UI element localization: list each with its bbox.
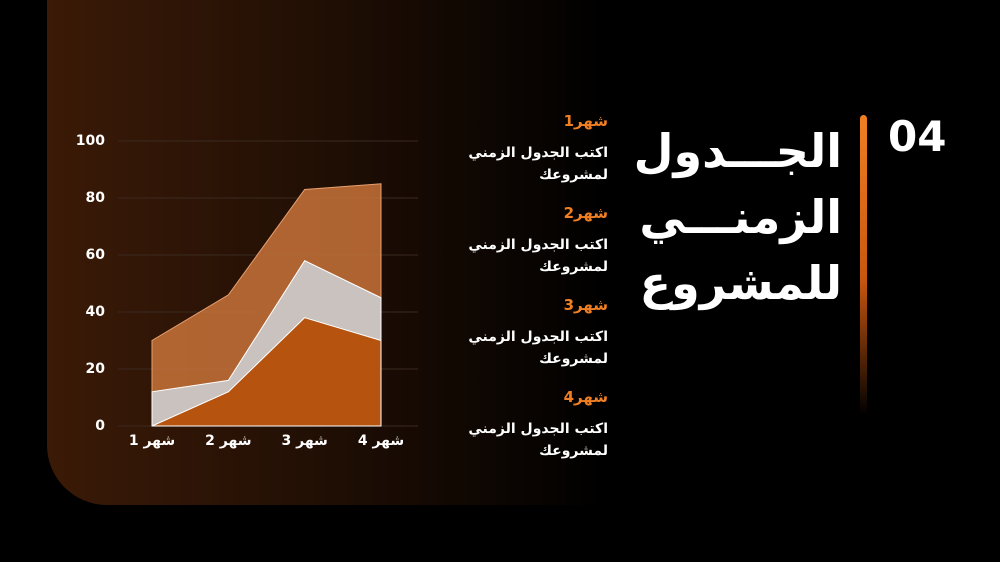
- y-tick-label: 80: [86, 190, 106, 206]
- slide-number: 04: [888, 112, 947, 161]
- item-text: اكتب الجدول الزمني لمشروعك: [468, 237, 608, 275]
- y-tick-label: 40: [86, 304, 106, 320]
- y-tick-label: 60: [86, 247, 106, 263]
- slide-title: الجـــدول الزمنـــي للمشروع: [620, 118, 842, 316]
- item-month: شهر3: [563, 296, 608, 314]
- area: [151, 317, 382, 427]
- accent-bar: [860, 115, 867, 415]
- y-tick-label: 0: [95, 418, 105, 434]
- x-tick-label: شهر 3: [281, 433, 327, 449]
- x-tick-label: شهر 4: [358, 433, 404, 449]
- title-line: للمشروع: [639, 256, 842, 310]
- y-tick-label: 20: [86, 361, 106, 377]
- item-text: اكتب الجدول الزمني لمشروعك: [468, 329, 608, 367]
- timeline-list: شهر1 اكتب الجدول الزمني لمشروعك شهر2 اكتب ا…: [440, 112, 608, 480]
- title-line: الجـــدول: [633, 124, 842, 178]
- item-month: شهر4: [563, 388, 608, 406]
- x-tick-label: شهر 1: [129, 433, 175, 449]
- x-tick-label: شهر 2: [205, 433, 251, 449]
- item-text: اكتب الجدول الزمني لمشروعك: [468, 421, 608, 459]
- chart: 0 20 40 60 80 100 شهر 1 شهر 2 شهر 3 شهر 4: [76, 133, 418, 449]
- title-line: الزمنـــي: [639, 190, 842, 244]
- item-month: شهر2: [563, 204, 608, 222]
- y-tick-label: 100: [76, 133, 105, 149]
- item-month: شهر1: [563, 112, 608, 130]
- item-text: اكتب الجدول الزمني لمشروعك: [468, 145, 608, 183]
